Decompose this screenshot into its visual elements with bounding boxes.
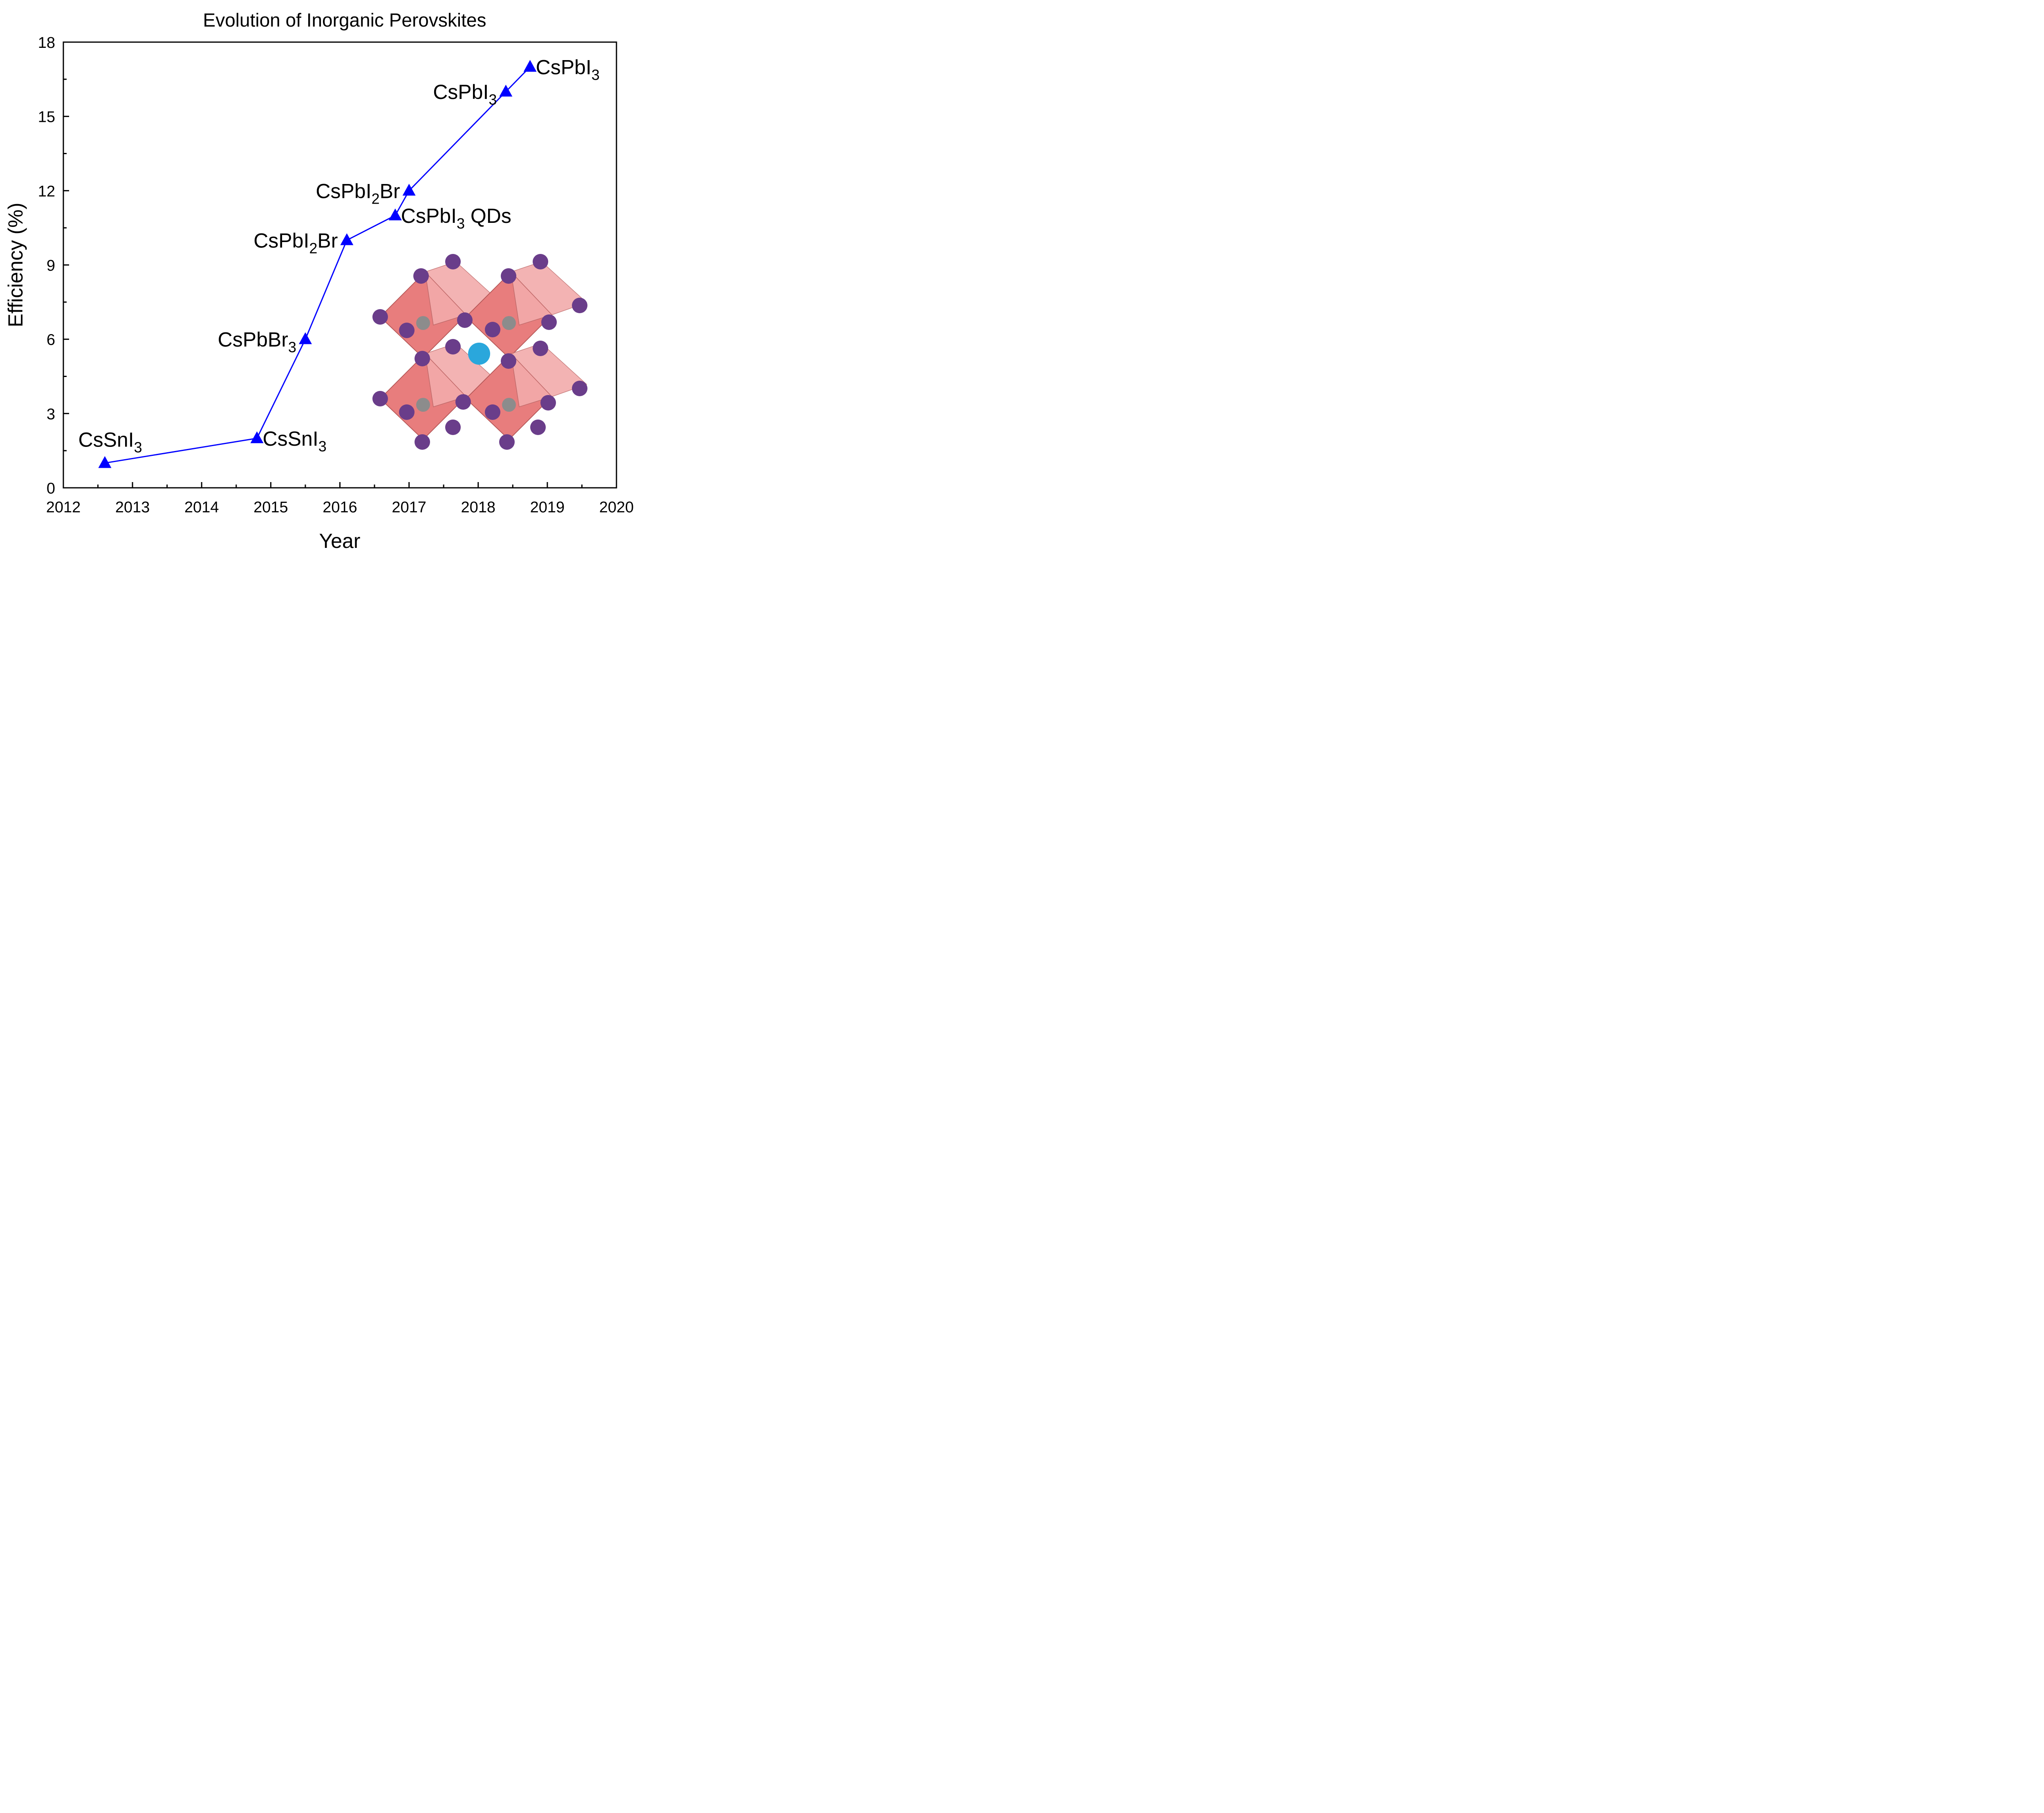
x-tick-label: 2014 [184, 499, 219, 516]
metal-atom [502, 316, 516, 330]
cation-atom [468, 343, 490, 365]
y-axis-label: Efficiency (%) [4, 203, 27, 328]
x-tick-label: 2019 [530, 499, 565, 516]
halide-atom [455, 394, 471, 410]
data-point-label: CsPbI3 QDs [401, 204, 511, 232]
halide-atom [413, 268, 429, 284]
halide-atom [501, 353, 516, 369]
series-line-segment [408, 91, 507, 191]
halide-atom [415, 351, 430, 366]
data-point-marker [340, 233, 354, 245]
halide-atom [415, 434, 430, 450]
y-tick-label: 18 [38, 34, 55, 52]
chart-title: Evolution of Inorganic Perovskites [203, 9, 486, 31]
halide-atom [572, 298, 587, 313]
data-point-marker [98, 456, 112, 468]
halide-atom [485, 322, 500, 337]
series-line-segment [305, 240, 347, 340]
data-point-label: CsPbI2Br [316, 180, 400, 207]
metal-atom [416, 398, 430, 412]
y-tick-label: 3 [47, 406, 55, 423]
halide-atom [540, 395, 556, 411]
halide-atom [372, 309, 388, 325]
data-point-label: CsSnI3 [78, 428, 142, 455]
data-point-marker [250, 431, 264, 443]
halide-atom [445, 420, 461, 435]
halide-atom [445, 339, 461, 355]
x-tick-label: 2016 [323, 499, 357, 516]
data-point-marker [402, 184, 416, 196]
axes: 2012 2013 2014 2015 2016 2017 2018 2019 2020 0 3 6 9… [38, 34, 634, 516]
data-point-marker [298, 332, 312, 344]
halide-atom [457, 312, 473, 328]
y-tick-label: 15 [38, 109, 55, 126]
halide-atom [399, 323, 415, 338]
x-tick-label: 2013 [115, 499, 150, 516]
data-point-label: CsPbBr3 [218, 328, 296, 356]
x-tick-label: 2012 [46, 499, 81, 516]
data-point-label: CsPbI3 [536, 56, 600, 83]
data-point-label: CsSnI3 [263, 427, 327, 455]
halide-atom [530, 420, 546, 435]
metal-atom [416, 316, 430, 330]
halide-atom [501, 268, 516, 284]
halide-atom [541, 314, 557, 330]
data-point-marker [499, 85, 513, 97]
metal-atom [502, 398, 516, 412]
series-line-segment [346, 215, 396, 241]
halide-atom [499, 434, 515, 450]
data-point-marker [523, 60, 537, 72]
x-axis-label: Year [319, 530, 360, 552]
octahedron-back [510, 261, 587, 315]
series-line-segment [105, 438, 257, 464]
halide-atom [445, 254, 461, 269]
x-tick-label: 2017 [392, 499, 426, 516]
x-tick-label: 2018 [461, 499, 495, 516]
x-tick-label: 2020 [599, 499, 634, 516]
x-tick-label: 2015 [253, 499, 288, 516]
y-tick-label: 9 [47, 257, 55, 274]
halide-atom [572, 381, 587, 396]
chart: Evolution of Inorganic Perovskites CsSnI… [4, 9, 634, 552]
data-point-label: CsPbI3 [433, 81, 497, 108]
y-tick-label: 0 [47, 480, 55, 497]
data-point-marker [388, 208, 402, 220]
crystal-structure-inset [372, 254, 587, 450]
halide-atom [485, 404, 500, 420]
halide-atom [533, 254, 548, 269]
halide-atom [533, 341, 548, 356]
halide-atom [372, 391, 388, 406]
data-point-label: CsPbI2Br [253, 229, 338, 256]
halide-atom [399, 404, 415, 420]
series-line-segment [256, 339, 306, 439]
y-tick-label: 12 [38, 183, 55, 200]
y-tick-label: 6 [47, 332, 55, 349]
